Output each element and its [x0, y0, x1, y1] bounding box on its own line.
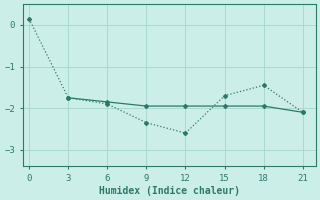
X-axis label: Humidex (Indice chaleur): Humidex (Indice chaleur) — [99, 186, 240, 196]
